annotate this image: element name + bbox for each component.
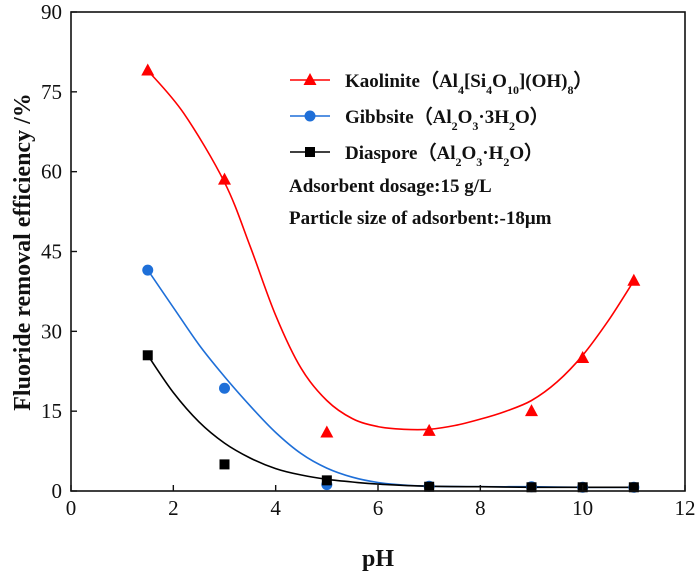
- legend-label-diaspore: Diaspore（Al2O3·H2O）: [345, 141, 543, 169]
- legend-formula-gibbsite-a: （Al: [414, 105, 452, 128]
- legend-formula-gibbsite-d: O）: [515, 105, 549, 128]
- legend-marker-gibbsite: [304, 110, 316, 122]
- legend-name-diaspore: Diaspore: [345, 143, 417, 164]
- y-tick-label: 75: [41, 80, 62, 104]
- axis-ticks: 0 2 4 6 8 10 12 0 15 30 45 60 75 90: [41, 0, 696, 520]
- x-tick-label: 6: [373, 496, 384, 520]
- fit-curve-kaolinite: [147, 69, 635, 431]
- legend-formula-diaspore-c: ·H: [482, 143, 503, 164]
- legend-formula-diaspore-b-sub: 3: [476, 155, 482, 169]
- data-point-kaolinite: [525, 404, 538, 417]
- legend-label-gibbsite: Gibbsite（Al2O3·3H2O）: [345, 105, 549, 133]
- data-point-kaolinite: [320, 425, 334, 438]
- legend-formula-diaspore-c-sub: 2: [503, 155, 509, 169]
- legend-formula-kaolinite-d-sub: 8: [567, 83, 573, 97]
- x-tick-label: 12: [675, 496, 696, 520]
- legend-formula-diaspore-a: （Al: [417, 141, 455, 164]
- data-point-diaspore: [219, 459, 230, 470]
- legend-formula-kaolinite-b-sub: 4: [486, 83, 492, 97]
- annotation-particle-size: Particle size of adsorbent:-18μm: [289, 208, 552, 229]
- y-tick-label: 0: [52, 479, 63, 503]
- legend-formula-gibbsite-a-sub: 2: [452, 119, 458, 133]
- legend-name-gibbsite: Gibbsite: [345, 107, 414, 128]
- y-tick-label: 30: [41, 319, 62, 343]
- legend-formula-kaolinite-e: ）: [573, 69, 592, 92]
- legend-formula-diaspore-d: O）: [509, 141, 543, 164]
- legend-formula-kaolinite-d: ](OH): [519, 71, 568, 92]
- legend-name-kaolinite: Kaolinite: [345, 71, 420, 92]
- y-tick-label: 15: [41, 399, 62, 423]
- data-point-diaspore: [321, 475, 332, 486]
- legend-formula-kaolinite-b: [Si: [464, 71, 486, 92]
- data-point-diaspore: [628, 482, 639, 493]
- data-point-gibbsite: [142, 264, 154, 276]
- data-markers: [141, 63, 641, 493]
- data-point-kaolinite: [422, 423, 436, 436]
- legend-formula-gibbsite-c: ·3H: [478, 107, 509, 128]
- legend-formula-diaspore-a-sub: 2: [456, 155, 462, 169]
- legend: Kaolinite（Al4[Si4O10](OH)8） Gibbsite（Al2…: [290, 69, 593, 169]
- x-tick-label: 2: [168, 496, 179, 520]
- y-tick-label: 90: [41, 0, 62, 24]
- legend-label-kaolinite: Kaolinite（Al4[Si4O10](OH)8）: [345, 69, 593, 97]
- data-point-kaolinite: [627, 273, 641, 286]
- legend-formula-kaolinite-c: O: [492, 71, 507, 92]
- x-tick-label: 8: [475, 496, 486, 520]
- y-tick-label: 45: [41, 240, 62, 264]
- annotation-dosage: Adsorbent dosage:15 g/L: [289, 176, 492, 197]
- y-tick-label: 60: [41, 160, 62, 184]
- y-axis-title: Fluoride removal efficiency /%: [10, 93, 36, 410]
- data-point-diaspore: [142, 350, 153, 361]
- data-point-diaspore: [424, 481, 435, 492]
- legend-marker-kaolinite: [303, 73, 317, 85]
- data-point-diaspore: [526, 482, 537, 493]
- x-tick-label: 10: [572, 496, 593, 520]
- x-tick-label: 4: [270, 496, 281, 520]
- data-point-kaolinite: [576, 350, 590, 363]
- legend-formula-gibbsite-c-sub: 2: [509, 119, 515, 133]
- data-point-gibbsite: [219, 382, 230, 394]
- x-axis-title: pH: [362, 546, 394, 572]
- legend-formula-kaolinite-a-sub: 4: [458, 83, 464, 97]
- legend-formula-kaolinite-c-sub: 10: [507, 83, 519, 97]
- legend-formula-gibbsite-b: O: [458, 107, 473, 128]
- legend-formula-kaolinite-a: （Al: [420, 69, 458, 92]
- legend-formula-gibbsite-b-sub: 3: [472, 119, 478, 133]
- data-point-kaolinite: [141, 63, 155, 76]
- data-point-kaolinite: [218, 172, 231, 185]
- x-tick-label: 0: [66, 496, 77, 520]
- legend-formula-diaspore-b: O: [462, 143, 477, 164]
- legend-marker-diaspore: [305, 147, 315, 157]
